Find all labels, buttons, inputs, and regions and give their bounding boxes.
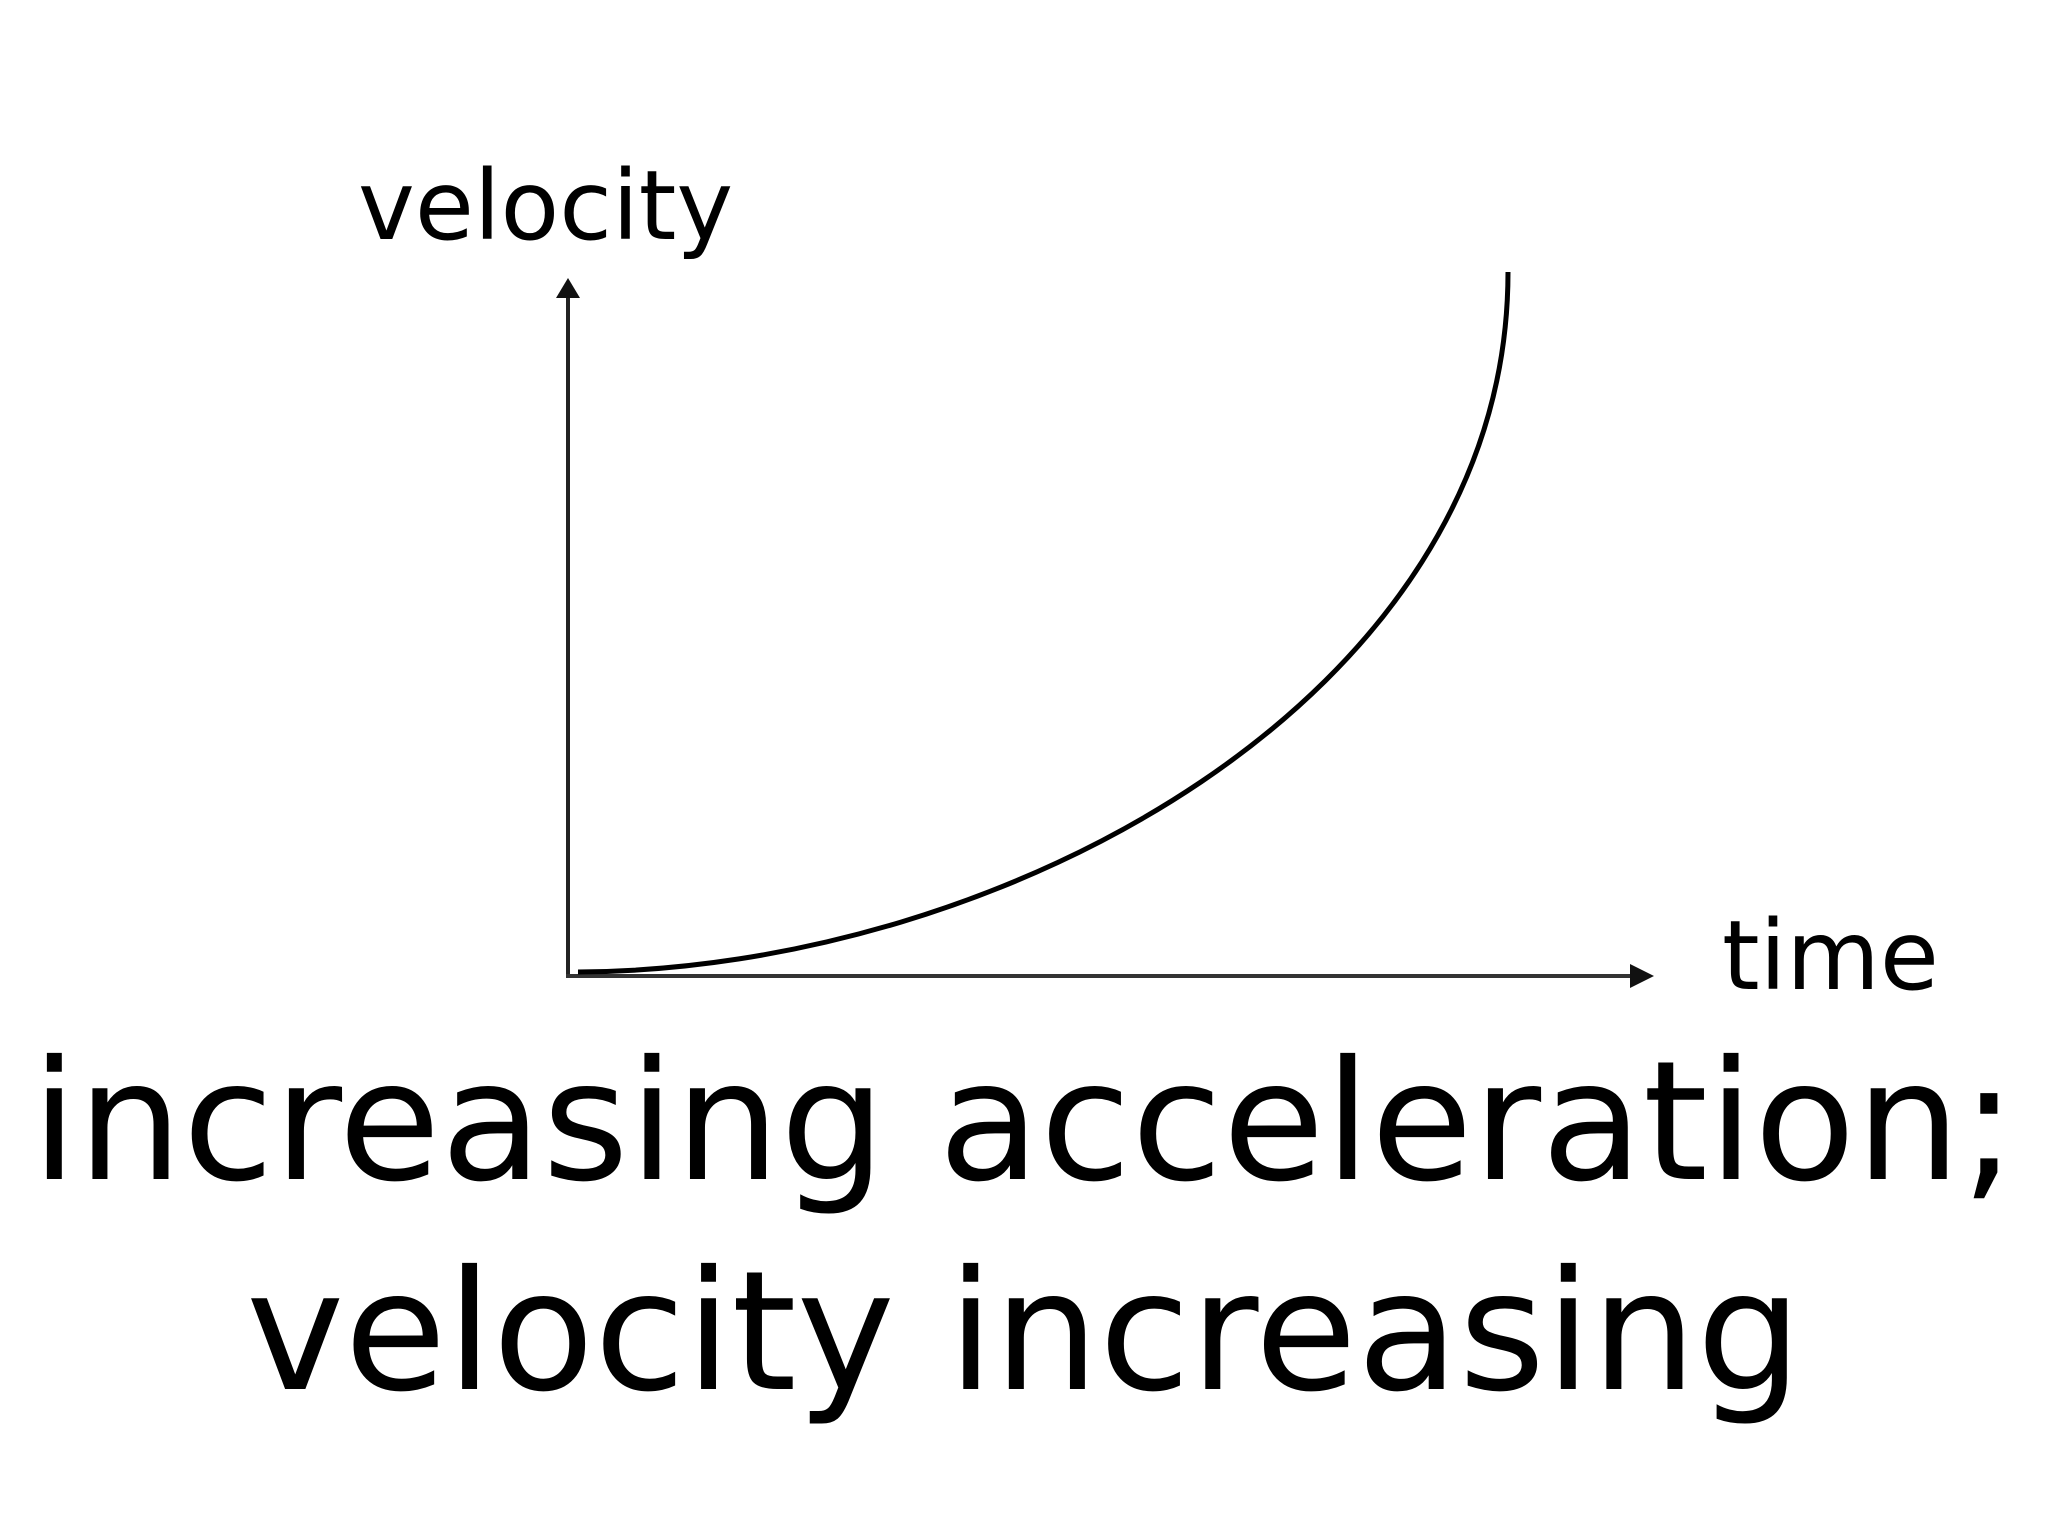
y-axis-label: velocity bbox=[358, 150, 734, 262]
caption-line-1: increasing acceleration; bbox=[31, 1026, 2017, 1219]
caption-line-2: velocity increasing bbox=[246, 1236, 1802, 1429]
y-axis-arrow-icon bbox=[556, 278, 580, 298]
x-axis-arrow-icon bbox=[1630, 964, 1654, 988]
velocity-curve bbox=[577, 271, 1511, 975]
x-axis-label: time bbox=[1722, 900, 1939, 1012]
